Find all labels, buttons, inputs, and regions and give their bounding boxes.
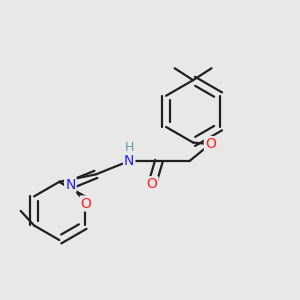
Text: N: N bbox=[124, 154, 134, 168]
Text: H: H bbox=[124, 141, 134, 154]
Text: O: O bbox=[205, 137, 216, 151]
Text: O: O bbox=[147, 177, 158, 191]
Text: O: O bbox=[81, 196, 92, 211]
Text: N: N bbox=[65, 178, 76, 192]
